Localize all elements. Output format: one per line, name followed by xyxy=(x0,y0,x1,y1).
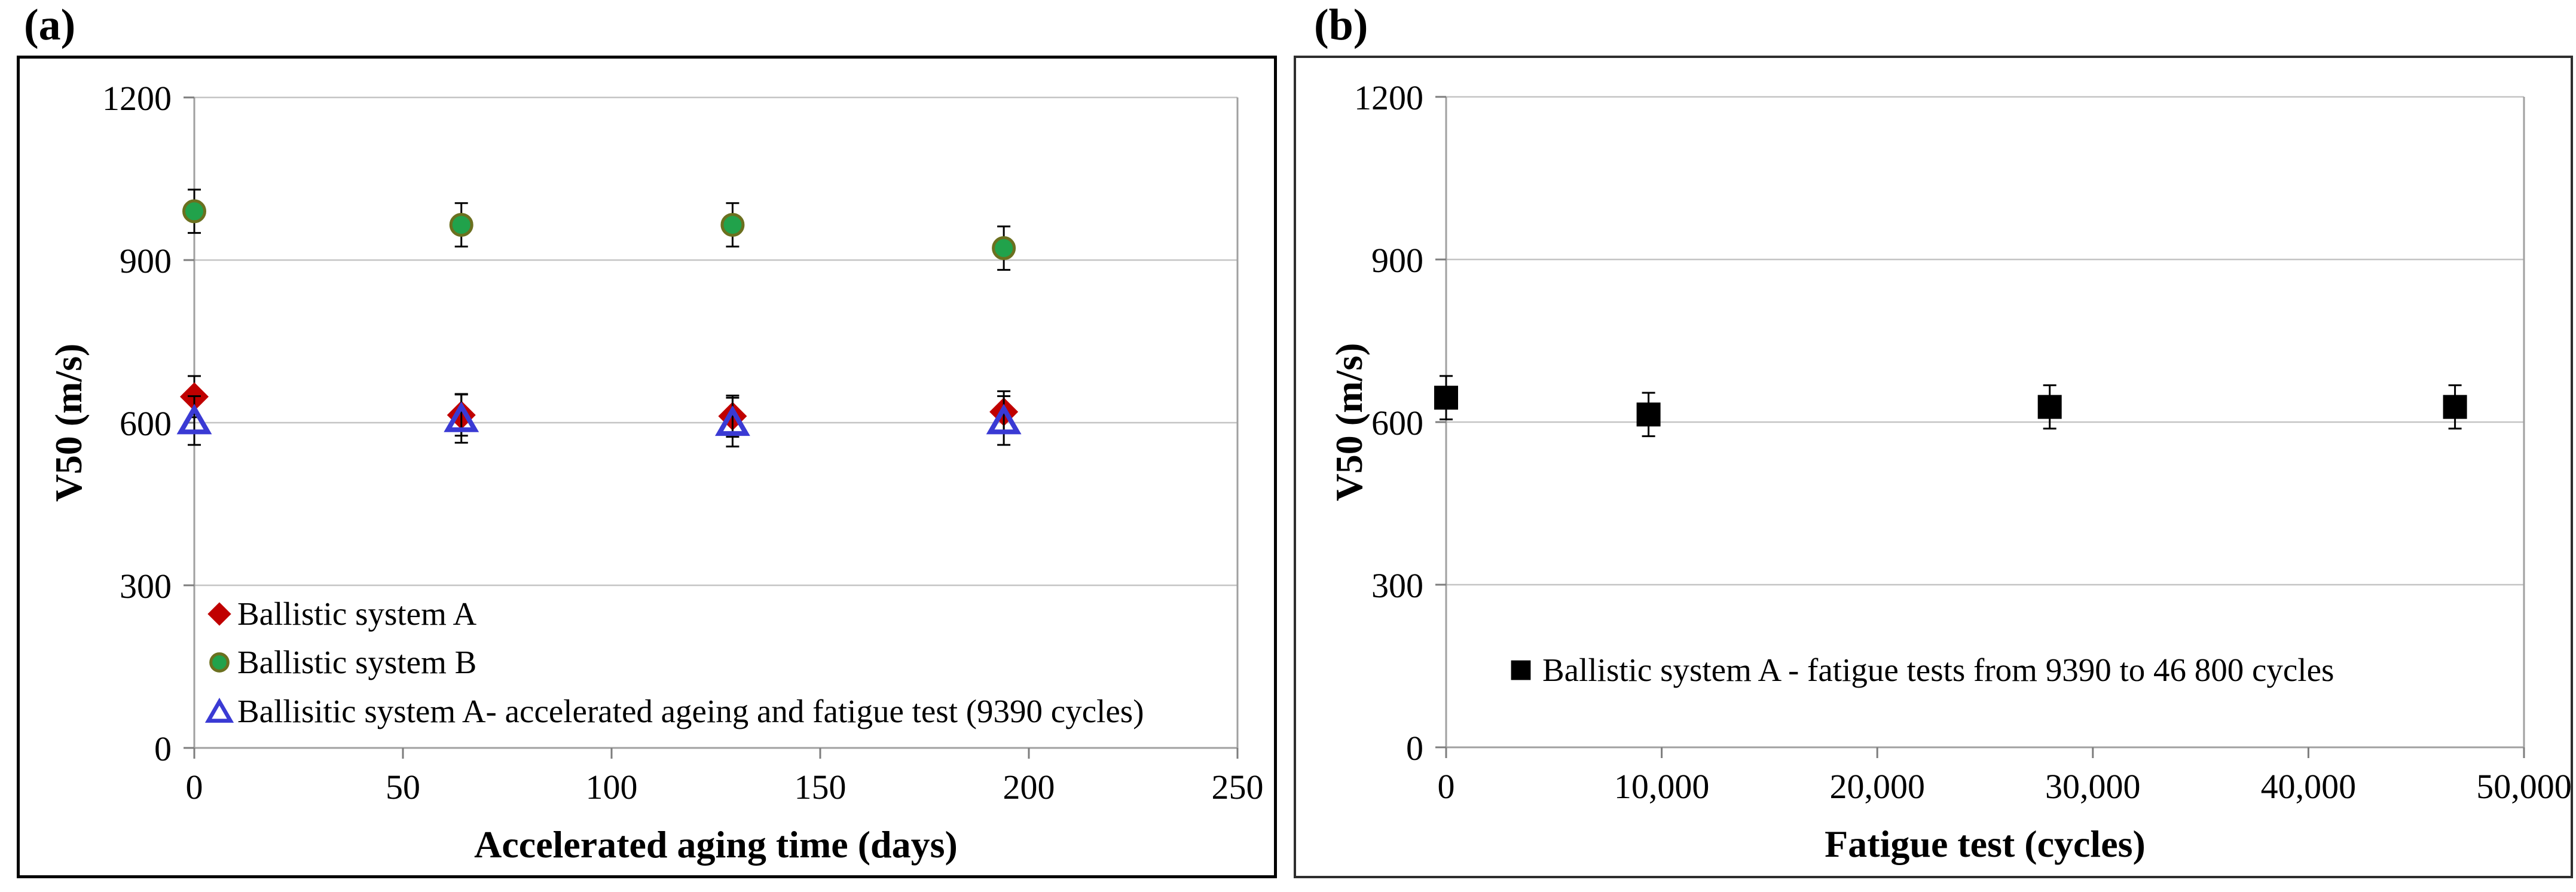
panel-b-y-axis-title: V50 (m/s) xyxy=(1328,343,1370,502)
data-point-series-2 xyxy=(992,236,1016,261)
y-tick-label: 900 xyxy=(1371,241,1423,280)
x-tick-label: 30,000 xyxy=(2045,767,2141,806)
legend-label-system-a-aged: Ballisitic system A- accelerated ageing … xyxy=(237,693,1144,729)
y-tick-label: 600 xyxy=(120,404,172,443)
y-tick-label: 900 xyxy=(120,242,172,280)
y-tick-label: 1200 xyxy=(102,79,172,118)
data-point-series-2 xyxy=(449,213,473,237)
panel-b-plot-area: 0 300 600 900 1200 0 10,000 20,000 30,000 40,000 5… xyxy=(1354,78,2572,806)
y-tick-label: 0 xyxy=(154,729,172,768)
data-point-series-3 xyxy=(176,404,212,435)
data-point-series-1 xyxy=(1636,402,1661,427)
panel-a-x-axis-title: Accelerated aging time (days) xyxy=(474,823,958,866)
data-point-series-1 xyxy=(1434,386,1458,410)
y-tick-label: 1200 xyxy=(1354,78,1423,117)
x-tick-label: 0 xyxy=(1438,767,1455,806)
data-point-series-3 xyxy=(714,405,750,436)
x-tick-label: 50 xyxy=(386,768,420,807)
legend-marker-series-1 xyxy=(207,602,231,626)
y-tick-label: 300 xyxy=(1371,566,1423,605)
x-tick-label: 20,000 xyxy=(1829,767,1925,806)
data-point-series-1 xyxy=(2443,395,2467,419)
data-point-series-2 xyxy=(720,213,745,237)
y-tick-label: 600 xyxy=(1371,404,1423,442)
x-tick-label: 40,000 xyxy=(2261,767,2357,806)
x-tick-label: 100 xyxy=(586,768,638,807)
data-point-series-3 xyxy=(444,401,479,432)
legend-label-system-a: Ballistic system A xyxy=(237,595,477,632)
legend-marker-series-1 xyxy=(1511,660,1531,680)
legend-label-system-b: Ballistic system B xyxy=(237,644,477,680)
data-point-series-2 xyxy=(182,199,206,224)
legend-label-system-a-fatigue: Ballistic system A - fatigue tests from … xyxy=(1542,652,2334,688)
x-tick-label: 150 xyxy=(795,768,847,807)
panel-b-x-axis-title: Fatigue test (cycles) xyxy=(1825,823,2146,865)
y-tick-label: 300 xyxy=(120,567,172,606)
x-tick-label: 200 xyxy=(1003,768,1055,807)
x-tick-label: 10,000 xyxy=(1614,767,1710,806)
panel-a-y-axis-title: V50 (m/s) xyxy=(47,343,90,502)
legend-marker-series-3 xyxy=(204,698,234,723)
y-tick-label: 0 xyxy=(1406,729,1423,768)
data-point-series-3 xyxy=(986,404,1022,435)
x-tick-label: 250 xyxy=(1212,768,1264,807)
panel-b-frame: 0 300 600 900 1200 0 10,000 20,000 30,000 40,000 5… xyxy=(1294,56,2573,878)
x-tick-label: 50,000 xyxy=(2476,767,2572,806)
panel-a-plot-area: 0 300 600 900 1200 0 50 100 150 200 250 xyxy=(102,79,1264,807)
x-tick-label: 0 xyxy=(186,768,203,807)
data-point-series-1 xyxy=(2037,395,2062,419)
panel-a-frame: 0 300 600 900 1200 0 50 100 150 200 250 V50 (m/s) … xyxy=(17,56,1277,878)
panel-a-label: (a) xyxy=(24,1,76,50)
panel-b-label: (b) xyxy=(1314,1,1368,50)
legend-marker-series-2 xyxy=(209,652,230,673)
